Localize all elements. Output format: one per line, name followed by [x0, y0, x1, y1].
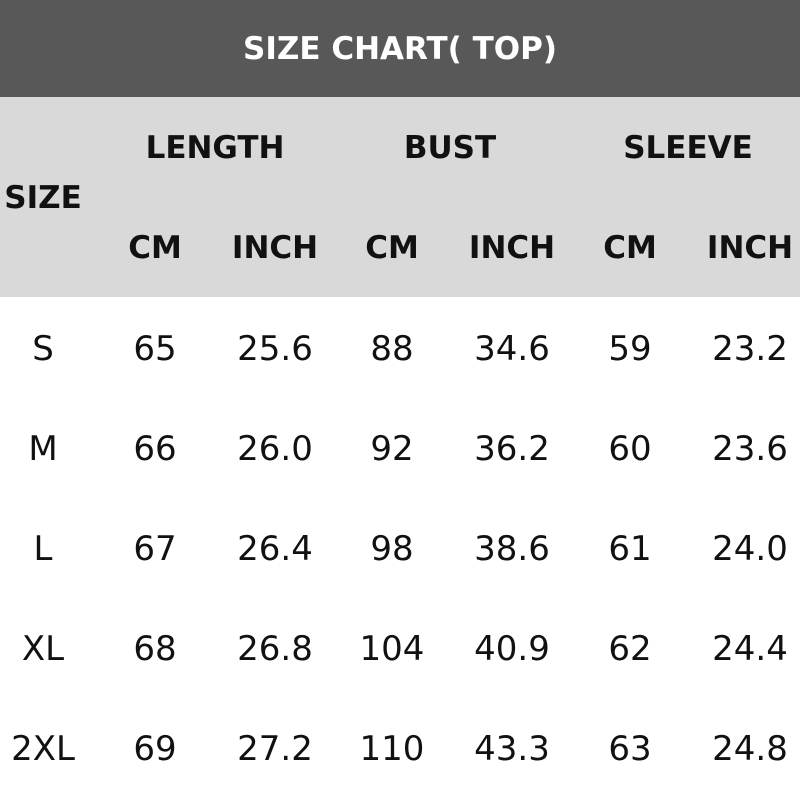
row-size: S — [32, 329, 54, 369]
header-unit: INCH — [231, 230, 319, 266]
header-unit: CM — [365, 230, 419, 266]
table-cell: 27.2 — [237, 729, 313, 769]
table-cell: 61 — [608, 529, 652, 569]
table-cell: 69 — [133, 729, 177, 769]
header-group: SLEEVE — [623, 130, 753, 166]
table-cell: 104 — [359, 629, 425, 669]
table-cell: 63 — [608, 729, 652, 769]
table-cell: 26.0 — [237, 429, 313, 469]
header-size: SIZE — [4, 180, 82, 216]
table-cell: 59 — [608, 329, 652, 369]
row-size: XL — [21, 629, 65, 669]
table-cell: 36.2 — [474, 429, 550, 469]
table-cell: 24.4 — [712, 629, 788, 669]
header-unit: INCH — [706, 230, 794, 266]
table-cell: 25.6 — [237, 329, 313, 369]
table-cell: 60 — [608, 429, 652, 469]
table-cell: 23.2 — [712, 329, 788, 369]
row-size: L — [33, 529, 53, 569]
table-cell: 65 — [133, 329, 177, 369]
row-size: 2XL — [11, 729, 75, 769]
table-cell: 67 — [133, 529, 177, 569]
table-cell: 98 — [370, 529, 414, 569]
header-group: BUST — [403, 130, 497, 166]
table-cell: 88 — [370, 329, 414, 369]
row-size: M — [28, 429, 58, 469]
table-cell: 68 — [133, 629, 177, 669]
header-unit: INCH — [468, 230, 556, 266]
header-unit: CM — [128, 230, 182, 266]
table-cell: 34.6 — [474, 329, 550, 369]
table-cell: 24.0 — [712, 529, 788, 569]
table-cell: 26.4 — [237, 529, 313, 569]
table-cell: 110 — [359, 729, 425, 769]
table-cell: 26.8 — [237, 629, 313, 669]
chart-title: SIZE CHART( TOP) — [0, 0, 800, 97]
table-header — [0, 97, 800, 297]
header-group: LENGTH — [145, 130, 285, 166]
table-cell: 92 — [370, 429, 414, 469]
table-cell: 23.6 — [712, 429, 788, 469]
table-cell: 66 — [133, 429, 177, 469]
header-unit: CM — [603, 230, 657, 266]
table-cell: 43.3 — [474, 729, 550, 769]
table-cell: 24.8 — [712, 729, 788, 769]
table-cell: 40.9 — [474, 629, 550, 669]
table-cell: 62 — [608, 629, 652, 669]
table-cell: 38.6 — [474, 529, 550, 569]
